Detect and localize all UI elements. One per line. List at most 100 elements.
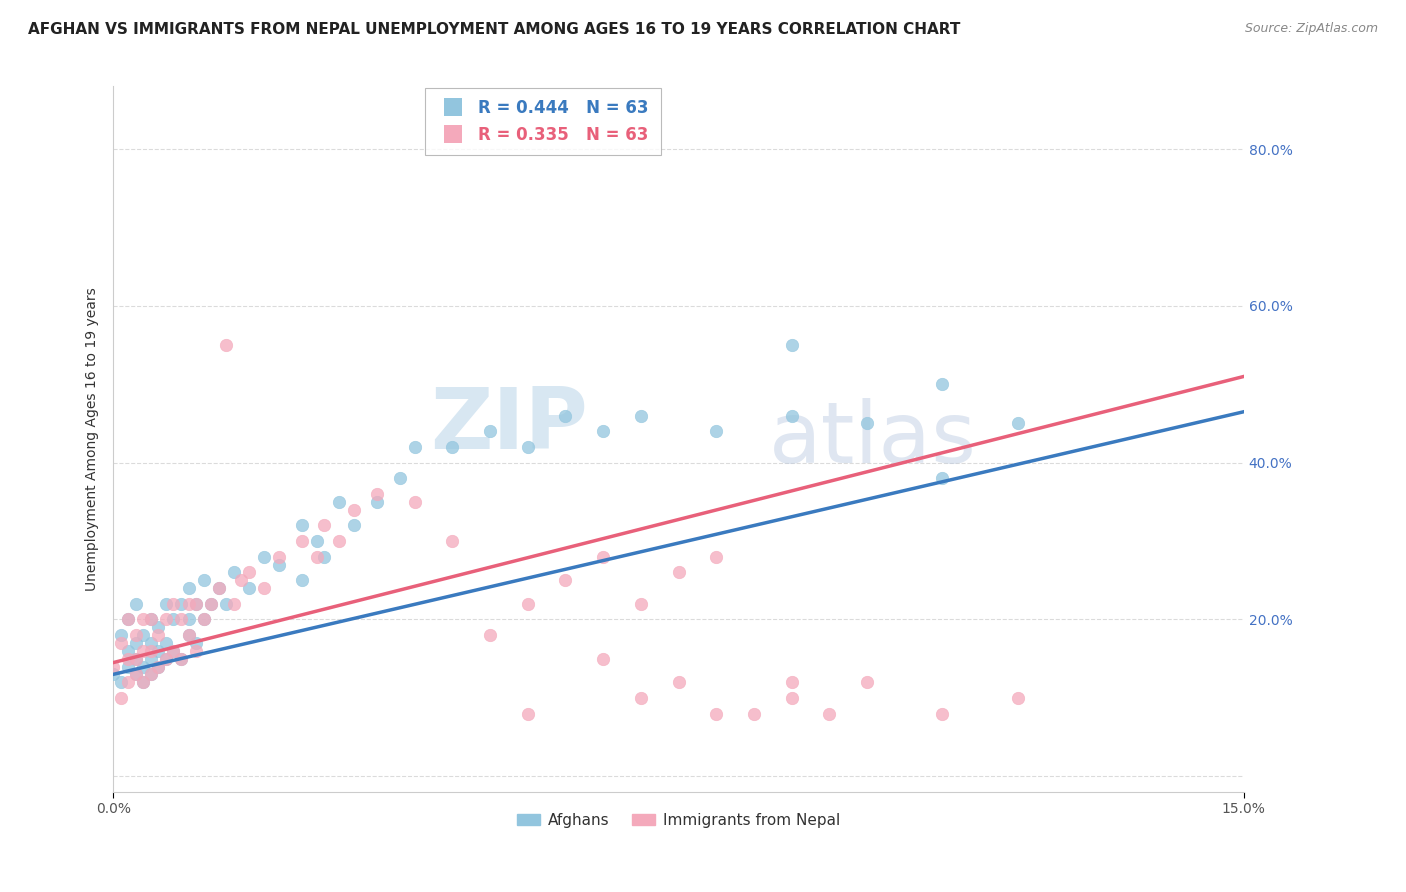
Point [780, 690, 803, 705]
Point [742, 706, 765, 721]
Point [193, 612, 215, 626]
Point [139, 644, 162, 658]
Point [110, 690, 132, 705]
Point [103, 667, 125, 681]
Point [931, 706, 953, 721]
Point [139, 612, 162, 626]
Point [117, 651, 139, 665]
Point [328, 534, 350, 549]
Point [305, 534, 328, 549]
Point [1007, 417, 1029, 431]
Point [117, 644, 139, 658]
Point [177, 628, 200, 642]
Point [170, 612, 193, 626]
Point [148, 644, 170, 658]
Point [155, 597, 177, 611]
Point [184, 644, 207, 658]
Point [148, 659, 170, 673]
Point [184, 636, 207, 650]
Point [117, 675, 139, 690]
Point [592, 549, 614, 564]
Point [231, 574, 253, 588]
Point [780, 409, 803, 423]
Point [291, 534, 314, 549]
Point [1007, 690, 1029, 705]
Point [132, 659, 155, 673]
Point [479, 628, 502, 642]
Point [630, 597, 652, 611]
Point [148, 620, 170, 634]
Point [856, 417, 879, 431]
Point [103, 659, 125, 673]
Point [162, 597, 184, 611]
Point [554, 409, 576, 423]
Text: AFGHAN VS IMMIGRANTS FROM NEPAL UNEMPLOYMENT AMONG AGES 16 TO 19 YEARS CORRELATI: AFGHAN VS IMMIGRANTS FROM NEPAL UNEMPLOY… [28, 22, 960, 37]
Point [592, 425, 614, 439]
Point [162, 644, 184, 658]
Point [125, 636, 148, 650]
Point [184, 597, 207, 611]
Point [222, 597, 245, 611]
Point [148, 659, 170, 673]
Text: ZIP: ZIP [430, 384, 588, 467]
Point [931, 377, 953, 392]
Point [780, 675, 803, 690]
Point [253, 581, 276, 595]
Point [668, 566, 690, 580]
Point [193, 574, 215, 588]
Point [441, 440, 464, 454]
Y-axis label: Unemployment Among Ages 16 to 19 years: Unemployment Among Ages 16 to 19 years [86, 287, 100, 591]
Point [184, 597, 207, 611]
Point [931, 471, 953, 485]
Point [343, 518, 366, 533]
Point [516, 597, 538, 611]
Point [267, 549, 290, 564]
Point [162, 644, 184, 658]
Point [388, 471, 411, 485]
Point [170, 651, 193, 665]
Point [780, 338, 803, 352]
Point [238, 581, 260, 595]
Point [177, 597, 200, 611]
Point [291, 518, 314, 533]
Point [704, 549, 727, 564]
Point [818, 706, 841, 721]
Point [132, 612, 155, 626]
Point [215, 597, 238, 611]
Point [328, 495, 350, 509]
Point [404, 495, 426, 509]
Point [291, 574, 314, 588]
Point [267, 558, 290, 572]
Point [704, 425, 727, 439]
Point [125, 667, 148, 681]
Point [139, 612, 162, 626]
Point [155, 636, 177, 650]
Point [238, 566, 260, 580]
Point [139, 667, 162, 681]
Point [110, 636, 132, 650]
Point [110, 628, 132, 642]
Point [314, 518, 336, 533]
Point [222, 566, 245, 580]
Point [516, 440, 538, 454]
Point [132, 644, 155, 658]
Point [404, 440, 426, 454]
Point [516, 706, 538, 721]
Point [132, 675, 155, 690]
Point [132, 675, 155, 690]
Point [125, 628, 148, 642]
Text: atlas: atlas [769, 398, 977, 481]
Point [366, 487, 388, 501]
Point [343, 502, 366, 516]
Point [479, 425, 502, 439]
Point [305, 549, 328, 564]
Point [704, 706, 727, 721]
Point [177, 581, 200, 595]
Point [215, 338, 238, 352]
Point [117, 612, 139, 626]
Point [139, 651, 162, 665]
Point [441, 534, 464, 549]
Point [630, 409, 652, 423]
Point [193, 612, 215, 626]
Point [200, 597, 222, 611]
